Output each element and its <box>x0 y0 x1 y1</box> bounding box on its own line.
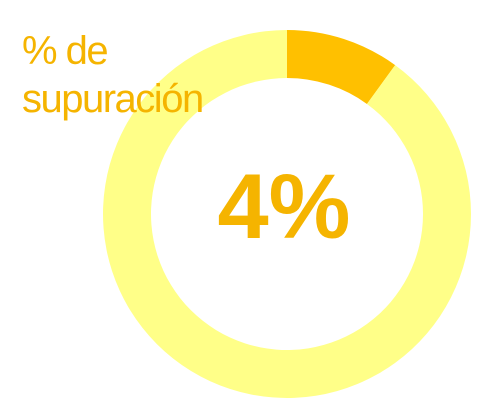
donut-segment <box>287 30 396 104</box>
chart-title: supuración <box>22 77 203 121</box>
donut <box>103 30 472 398</box>
center-label: 4% <box>218 156 351 258</box>
chart-title: % de <box>22 29 107 73</box>
